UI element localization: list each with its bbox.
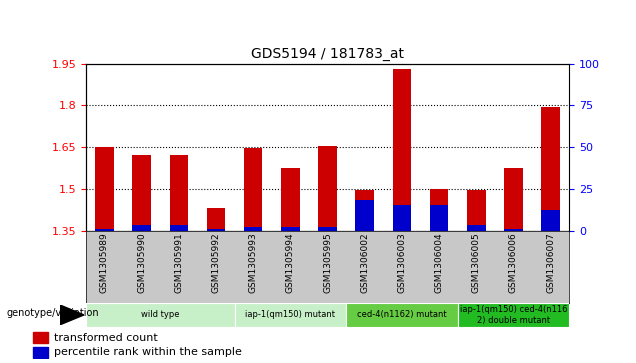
Bar <box>235 303 346 327</box>
Text: GSM1305989: GSM1305989 <box>100 233 109 293</box>
Text: genotype/variation: genotype/variation <box>6 308 99 318</box>
Text: iap-1(qm150) mutant: iap-1(qm150) mutant <box>245 310 335 319</box>
Bar <box>86 303 235 327</box>
Text: GSM1305990: GSM1305990 <box>137 233 146 293</box>
Text: GSM1306004: GSM1306004 <box>434 233 443 293</box>
Bar <box>132 155 151 231</box>
Bar <box>541 211 560 231</box>
Text: GSM1306005: GSM1306005 <box>472 233 481 293</box>
Text: GSM1305994: GSM1305994 <box>286 233 295 293</box>
Bar <box>281 168 300 231</box>
Bar <box>541 107 560 231</box>
Text: GSM1306003: GSM1306003 <box>398 233 406 293</box>
Text: ced-4(n1162) mutant: ced-4(n1162) mutant <box>357 310 446 319</box>
Bar <box>170 225 188 231</box>
Bar <box>392 205 411 231</box>
Text: GSM1305992: GSM1305992 <box>212 233 221 293</box>
Bar <box>504 168 523 231</box>
Bar <box>504 229 523 231</box>
Text: percentile rank within the sample: percentile rank within the sample <box>54 347 242 358</box>
Bar <box>467 190 485 231</box>
Bar <box>33 347 48 358</box>
Bar <box>356 190 374 231</box>
Bar <box>95 147 114 231</box>
Bar <box>244 227 263 231</box>
Bar <box>430 205 448 231</box>
Polygon shape <box>60 305 84 325</box>
Bar <box>33 333 48 343</box>
Text: GSM1306002: GSM1306002 <box>360 233 370 293</box>
Bar <box>207 208 225 231</box>
Bar <box>458 303 569 327</box>
Bar <box>170 155 188 231</box>
Bar <box>318 227 337 231</box>
Bar <box>467 225 485 231</box>
Bar <box>392 69 411 231</box>
Text: GSM1305991: GSM1305991 <box>174 233 183 293</box>
Bar <box>281 227 300 231</box>
Bar <box>318 146 337 231</box>
Text: iap-1(qm150) ced-4(n116
2) double mutant: iap-1(qm150) ced-4(n116 2) double mutant <box>460 305 567 325</box>
Title: GDS5194 / 181783_at: GDS5194 / 181783_at <box>251 47 404 61</box>
Text: transformed count: transformed count <box>54 333 158 343</box>
Bar <box>346 303 458 327</box>
Bar <box>430 189 448 231</box>
Text: GSM1305995: GSM1305995 <box>323 233 332 293</box>
Bar <box>356 200 374 231</box>
Text: GSM1306007: GSM1306007 <box>546 233 555 293</box>
Bar <box>132 225 151 231</box>
Text: GSM1305993: GSM1305993 <box>249 233 258 293</box>
Bar <box>207 229 225 231</box>
Text: wild type: wild type <box>141 310 179 319</box>
Bar <box>95 229 114 231</box>
Text: GSM1306006: GSM1306006 <box>509 233 518 293</box>
Bar <box>244 148 263 231</box>
